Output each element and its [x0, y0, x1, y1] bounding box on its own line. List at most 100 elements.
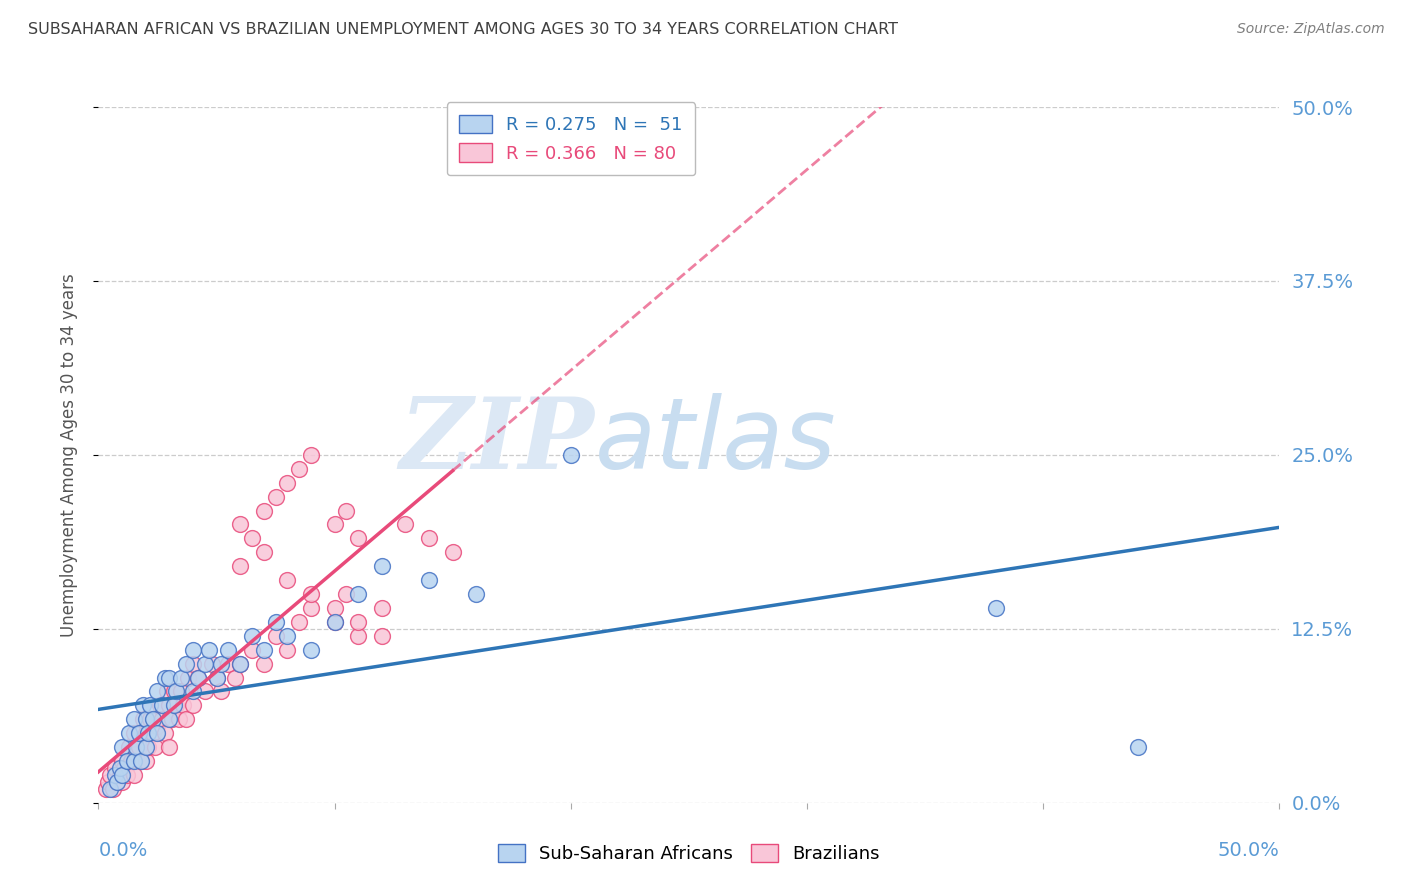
- Point: [276, 573, 298, 587]
- Point: [129, 754, 152, 768]
- Text: 50.0%: 50.0%: [1218, 841, 1279, 860]
- Point: [150, 698, 173, 713]
- Point: [229, 657, 252, 671]
- Point: [418, 573, 440, 587]
- Point: [253, 642, 276, 657]
- Point: [187, 671, 209, 685]
- Point: [560, 448, 582, 462]
- Point: [111, 754, 134, 768]
- Point: [156, 684, 179, 698]
- Point: [167, 712, 190, 726]
- Point: [209, 684, 232, 698]
- Point: [264, 615, 287, 629]
- Point: [276, 475, 298, 490]
- Point: [125, 740, 148, 755]
- Point: [299, 448, 322, 462]
- Point: [288, 462, 311, 476]
- Point: [135, 726, 157, 740]
- Point: [153, 671, 176, 685]
- Point: [201, 657, 224, 671]
- Point: [105, 775, 128, 789]
- Point: [224, 671, 246, 685]
- Point: [371, 559, 394, 574]
- Point: [98, 781, 121, 796]
- Text: ZIP: ZIP: [399, 392, 595, 489]
- Point: [125, 747, 148, 761]
- Point: [136, 740, 159, 755]
- Point: [299, 642, 322, 657]
- Point: [143, 740, 166, 755]
- Point: [129, 754, 152, 768]
- Point: [347, 587, 370, 601]
- Point: [101, 781, 124, 796]
- Point: [264, 629, 287, 643]
- Point: [984, 601, 1007, 615]
- Point: [323, 615, 346, 629]
- Point: [181, 642, 204, 657]
- Point: [240, 629, 263, 643]
- Point: [347, 629, 370, 643]
- Point: [115, 754, 138, 768]
- Point: [153, 726, 176, 740]
- Point: [299, 601, 322, 615]
- Point: [187, 671, 209, 685]
- Point: [118, 726, 141, 740]
- Point: [217, 642, 239, 657]
- Point: [149, 698, 172, 713]
- Point: [111, 740, 134, 755]
- Point: [170, 684, 193, 698]
- Point: [174, 657, 197, 671]
- Point: [217, 657, 239, 671]
- Point: [139, 712, 162, 726]
- Point: [132, 698, 155, 713]
- Point: [135, 740, 157, 755]
- Point: [146, 684, 169, 698]
- Point: [128, 740, 150, 755]
- Point: [194, 657, 217, 671]
- Point: [172, 698, 194, 713]
- Point: [198, 642, 221, 657]
- Text: Source: ZipAtlas.com: Source: ZipAtlas.com: [1237, 22, 1385, 37]
- Point: [347, 615, 370, 629]
- Point: [1126, 740, 1149, 755]
- Point: [209, 657, 232, 671]
- Point: [139, 698, 162, 713]
- Point: [136, 726, 159, 740]
- Y-axis label: Unemployment Among Ages 30 to 34 years: Unemployment Among Ages 30 to 34 years: [59, 273, 77, 637]
- Point: [104, 761, 127, 775]
- Point: [264, 490, 287, 504]
- Point: [253, 657, 276, 671]
- Point: [441, 545, 464, 559]
- Point: [418, 532, 440, 546]
- Point: [174, 712, 197, 726]
- Point: [118, 740, 141, 755]
- Point: [165, 684, 187, 698]
- Point: [240, 532, 263, 546]
- Point: [229, 559, 252, 574]
- Point: [115, 768, 138, 782]
- Point: [371, 629, 394, 643]
- Point: [157, 712, 180, 726]
- Point: [335, 503, 357, 517]
- Point: [146, 719, 169, 733]
- Point: [121, 754, 143, 768]
- Point: [299, 587, 322, 601]
- Point: [150, 712, 173, 726]
- Point: [276, 642, 298, 657]
- Point: [371, 601, 394, 615]
- Point: [98, 768, 121, 782]
- Point: [465, 587, 488, 601]
- Point: [323, 601, 346, 615]
- Point: [122, 712, 145, 726]
- Point: [170, 671, 193, 685]
- Point: [135, 712, 157, 726]
- Point: [181, 657, 204, 671]
- Point: [323, 517, 346, 532]
- Point: [157, 671, 180, 685]
- Point: [105, 775, 128, 789]
- Point: [97, 775, 120, 789]
- Point: [205, 671, 228, 685]
- Point: [157, 698, 180, 713]
- Point: [347, 532, 370, 546]
- Point: [146, 726, 169, 740]
